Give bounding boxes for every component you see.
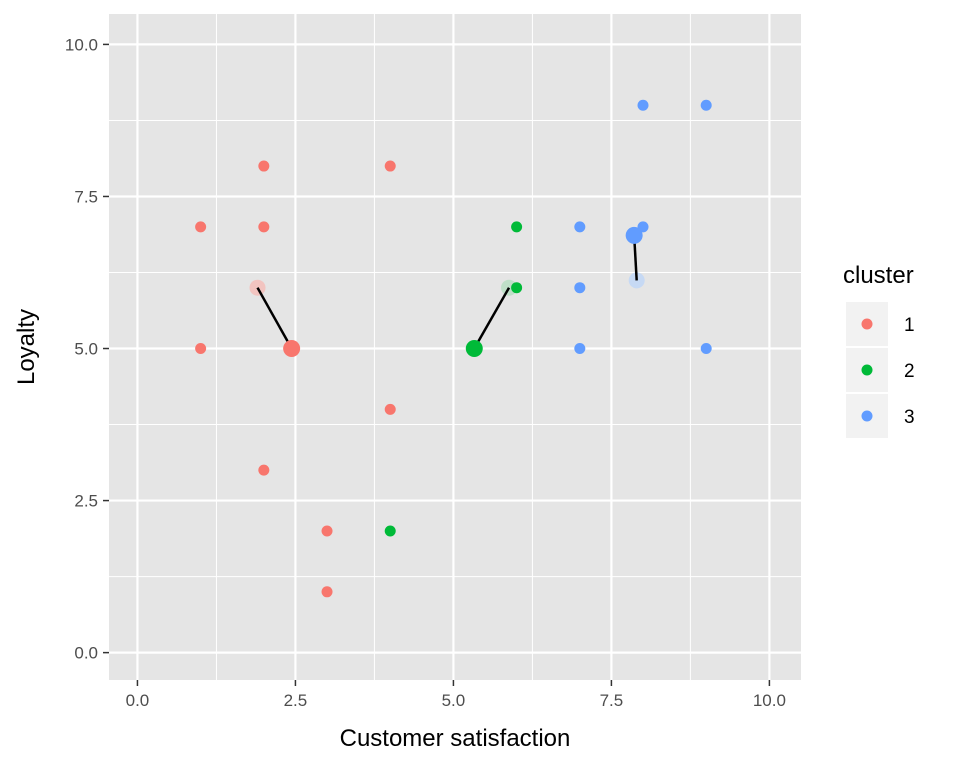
y-tick-label: 0.0 xyxy=(74,644,98,663)
data-point-cluster-3 xyxy=(574,221,586,233)
y-tick-label: 2.5 xyxy=(74,492,98,511)
data-point-cluster-3 xyxy=(574,282,586,294)
data-point-cluster-1 xyxy=(195,343,207,355)
y-tick-label: 7.5 xyxy=(74,187,98,206)
y-tick-label: 5.0 xyxy=(74,340,98,359)
legend-entry-1: 1 xyxy=(846,302,915,346)
minor-gridlines xyxy=(109,14,801,680)
legend-label: 3 xyxy=(904,407,915,428)
data-point-cluster-1 xyxy=(258,221,270,233)
x-tick-label: 2.5 xyxy=(284,691,308,710)
data-point-cluster-1 xyxy=(384,160,396,172)
data-point-cluster-2 xyxy=(511,282,523,294)
x-axis-ticks: 0.0 2.5 5.0 7.5 10.0 xyxy=(126,680,786,710)
data-point-cluster-1 xyxy=(258,464,270,476)
x-tick-label: 5.0 xyxy=(442,691,466,710)
centroid-3 xyxy=(625,226,643,244)
major-gridlines xyxy=(109,14,801,680)
legend: cluster 1 2 3 xyxy=(843,262,915,438)
x-tick-label: 7.5 xyxy=(600,691,624,710)
y-axis-title: Loyalty xyxy=(13,309,40,385)
legend-label: 2 xyxy=(904,361,915,382)
data-point-cluster-3 xyxy=(700,99,712,111)
x-tick-label: 10.0 xyxy=(753,691,786,710)
data-point-cluster-1 xyxy=(384,403,396,415)
data-point-cluster-1 xyxy=(321,525,333,537)
legend-entry-2: 2 xyxy=(846,348,915,392)
legend-key-swatch xyxy=(861,364,873,376)
data-point-cluster-2 xyxy=(511,221,523,233)
current-centroids xyxy=(283,226,643,358)
legend-entry-3: 3 xyxy=(846,394,915,438)
data-point-cluster-1 xyxy=(258,160,270,172)
y-axis-ticks: 0.0 2.5 5.0 7.5 10.0 xyxy=(65,35,109,663)
legend-key-swatch xyxy=(861,318,873,330)
centroid-move-line-2 xyxy=(473,287,511,350)
data-points xyxy=(195,99,712,598)
centroid-1 xyxy=(283,340,301,358)
x-tick-label: 0.0 xyxy=(126,691,150,710)
data-point-cluster-2 xyxy=(384,525,396,537)
centroid-move-line-1 xyxy=(256,287,293,350)
centroid-2 xyxy=(465,340,483,358)
data-point-cluster-3 xyxy=(700,343,712,355)
panel-background xyxy=(109,14,801,680)
data-point-cluster-3 xyxy=(574,343,586,355)
x-axis-title: Customer satisfaction xyxy=(340,725,571,752)
data-point-cluster-1 xyxy=(195,221,207,233)
data-point-cluster-1 xyxy=(321,586,333,598)
legend-key-swatch xyxy=(861,410,873,422)
y-tick-label: 10.0 xyxy=(65,35,98,54)
legend-label: 1 xyxy=(904,315,915,336)
data-point-cluster-3 xyxy=(637,99,649,111)
legend-title: cluster xyxy=(843,262,914,289)
